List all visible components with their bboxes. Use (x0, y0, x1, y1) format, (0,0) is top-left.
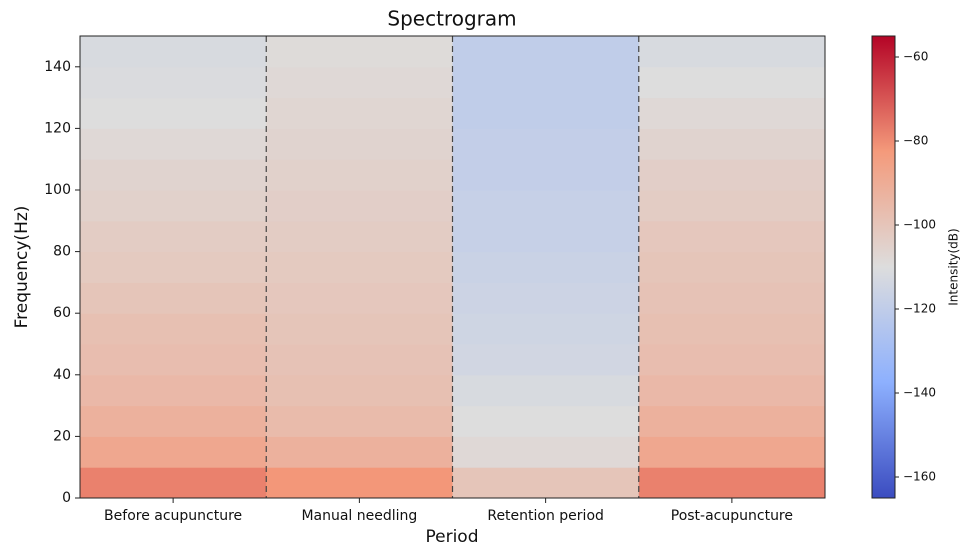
heatmap-cell (638, 251, 826, 283)
heatmap-cell (266, 405, 453, 437)
heatmap-cell (452, 36, 640, 68)
colorbar (871, 35, 896, 499)
y-tick-label: 60 (53, 305, 71, 321)
heatmap-cell (266, 282, 453, 314)
heatmap-cell (452, 128, 640, 160)
heatmap-cell (266, 251, 453, 283)
heatmap-cell (638, 220, 826, 253)
heatmap-cell (638, 344, 826, 376)
heatmap-cell (452, 374, 640, 407)
x-tick-label: Before acupuncture (104, 508, 242, 524)
heatmap-cell (452, 159, 640, 191)
heatmap-cell (80, 220, 267, 253)
heatmap-cell (80, 467, 267, 499)
y-tick-label: 140 (44, 59, 71, 75)
heatmap-cell (452, 282, 640, 314)
colorbar-tick-label: −100 (903, 218, 936, 232)
heatmap-cell (80, 313, 267, 345)
heatmap-cell (452, 405, 640, 437)
heatmap-cell (452, 344, 640, 376)
heatmap-cell (452, 220, 640, 253)
heatmap-cell (266, 66, 453, 99)
heatmap-cell (266, 467, 453, 499)
heatmap-cell (80, 251, 267, 283)
heatmap-cell (452, 313, 640, 345)
heatmap-cell (80, 128, 267, 160)
heatmap-cell (452, 190, 640, 222)
heatmap-cell (80, 66, 267, 99)
heatmap-cell (80, 190, 267, 222)
chart-title: Spectrogram (387, 7, 516, 31)
heatmap-cell (80, 36, 267, 68)
heatmap-cell (266, 97, 453, 129)
heatmap-cell (638, 282, 826, 314)
heatmap-cell (638, 36, 826, 68)
heatmap-cell (638, 374, 826, 407)
y-tick-label: 40 (53, 367, 71, 383)
heatmap-cell (266, 190, 453, 222)
heatmap-cell (452, 467, 640, 499)
heatmap-cell (638, 97, 826, 129)
colorbar-label: Intensity(dB) (947, 228, 961, 305)
heatmap-cell (638, 159, 826, 191)
plot-frame (79, 35, 826, 499)
heatmap-cell (80, 436, 267, 468)
heatmap-cell (452, 436, 640, 468)
colorbar-tick-label: −80 (903, 134, 928, 148)
y-axis-label: Frequency(Hz) (12, 206, 32, 329)
heatmap-cell (80, 282, 267, 314)
heatmap-cell (80, 159, 267, 191)
heatmap-cell (452, 251, 640, 283)
heatmap-cell (638, 436, 826, 468)
colorbar-tick-label: −140 (903, 386, 936, 400)
heatmap-cell (452, 97, 640, 129)
heatmap-cell (80, 374, 267, 407)
x-tick-label: Retention period (487, 508, 604, 524)
heatmap-cell (638, 66, 826, 99)
heatmap-cell (266, 36, 453, 68)
heatmap-cell (266, 374, 453, 407)
heatmap-cell (266, 344, 453, 376)
y-tick-label: 120 (44, 120, 71, 136)
heatmap-cell (638, 405, 826, 437)
heatmap-cell (266, 159, 453, 191)
heatmap-cell (266, 220, 453, 253)
colorbar-tick-label: −160 (903, 470, 936, 484)
y-tick-label: 80 (53, 244, 71, 260)
heatmap-cell (638, 313, 826, 345)
heatmap-cell (80, 344, 267, 376)
x-axis-label: Period (425, 527, 478, 546)
heatmap-cell (266, 128, 453, 160)
x-tick-label: Manual needling (301, 508, 417, 524)
y-tick-label: 100 (44, 182, 71, 198)
colorbar-tick-label: −120 (903, 302, 936, 316)
heatmap-cell (266, 436, 453, 468)
x-tick-label: Post-acupuncture (671, 508, 793, 524)
heatmap-cell (80, 405, 267, 437)
heatmap-cell (80, 97, 267, 129)
y-tick-label: 0 (62, 490, 71, 506)
y-tick-label: 20 (53, 428, 71, 444)
heatmap-cell (452, 66, 640, 99)
colorbar-tick-label: −60 (903, 50, 928, 64)
heatmap-cell (638, 467, 826, 499)
heatmap-cell (638, 190, 826, 222)
heatmap-cell (638, 128, 826, 160)
heatmap-cell (266, 313, 453, 345)
